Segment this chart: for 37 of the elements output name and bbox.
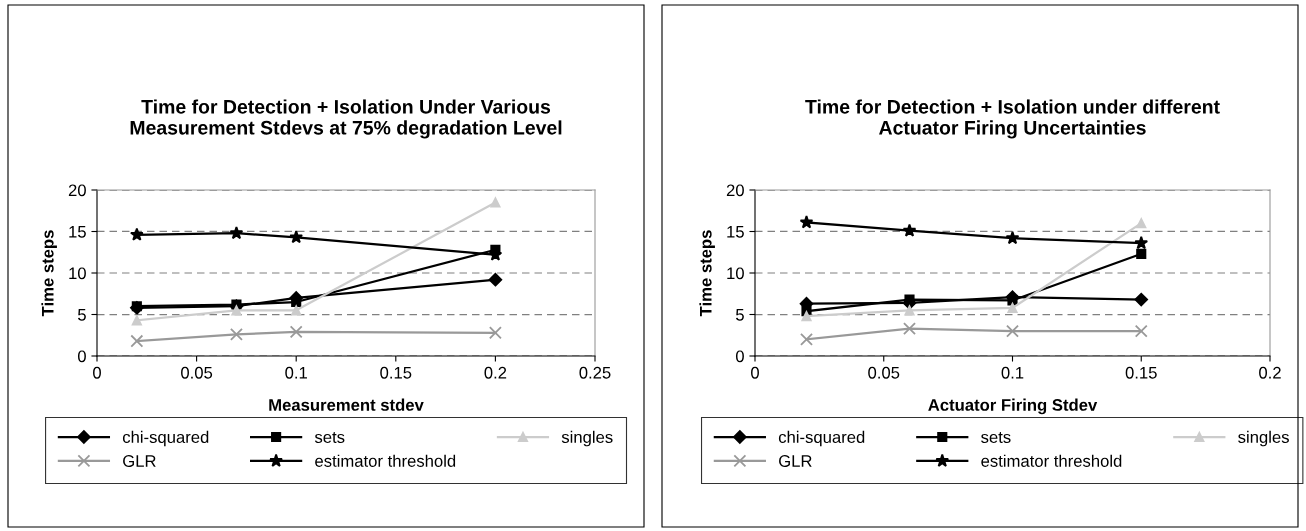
y-axis-title: Time steps [699, 230, 715, 317]
legend-label: sets [981, 432, 1011, 444]
x-tick-label: 0.05 [181, 366, 213, 379]
x-tick-label: 0.2 [484, 366, 507, 379]
y-tick-label: 5 [77, 309, 86, 321]
x-tick-label: 0.15 [1125, 366, 1157, 379]
y-tick-label: 0 [735, 350, 744, 363]
y-tick-label: 20 [726, 184, 744, 197]
legend-label: GLR [779, 455, 812, 467]
legend-label: chi-squared [778, 430, 865, 447]
legend-label: sets [314, 432, 345, 444]
legend-label: singles [1238, 430, 1289, 447]
y-tick-label: 20 [68, 184, 86, 197]
y-tick-label: 15 [727, 226, 744, 238]
x-tick-label: 0 [93, 366, 101, 379]
x-tick-label: 0 [751, 366, 759, 379]
x-tick-label: 0.15 [380, 366, 412, 379]
y-axis-title: Time steps [41, 230, 57, 317]
y-tick-label: 10 [727, 267, 744, 280]
x-tick-label: 0.2 [1259, 366, 1281, 379]
chart-title: Time for Detection + Isolation Under Various Measurement Stdevs at 75% degradation Level [130, 99, 562, 139]
y-tick-label: 10 [69, 267, 86, 280]
legend-label: estimator threshold [315, 454, 456, 467]
x-tick-label: 0.25 [579, 366, 611, 379]
x-tick-label: 0.05 [868, 366, 900, 379]
legend-label: chi-squared [122, 430, 209, 447]
legend-label: estimator threshold [981, 454, 1122, 467]
x-axis-title: Measurement stdev [269, 398, 424, 411]
x-tick-label: 0.1 [285, 366, 307, 379]
x-tick-label: 0.1 [1001, 366, 1024, 379]
chart-title: Time for Detection + Isolation under different Actuator Firing Uncertainties [805, 99, 1220, 139]
legend-label: GLR [123, 455, 156, 467]
x-axis-title: Actuator Firing Stdev [928, 398, 1098, 415]
legend-label: singles [561, 430, 613, 447]
y-tick-label: 5 [735, 309, 744, 321]
y-tick-label: 15 [69, 226, 86, 238]
y-tick-label: 0 [77, 350, 86, 363]
